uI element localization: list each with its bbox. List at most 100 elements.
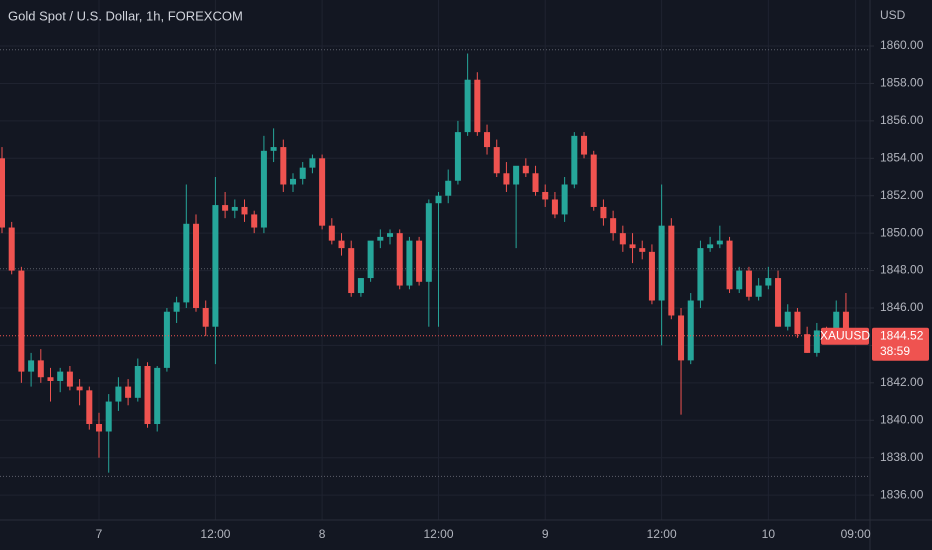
candle-body [115,386,122,402]
candle-body [66,371,73,387]
candle-body [348,248,355,294]
candle-body [309,158,316,168]
candle-body [134,366,141,398]
candle-body [290,178,297,185]
candle-body [163,311,170,368]
candle-body [668,225,675,316]
candle-body [755,285,762,297]
candle-body [0,158,6,228]
candle-body [842,311,849,336]
candle-body [639,248,646,252]
candle-body [833,311,840,335]
x-tick-label: 09:00 [841,527,871,541]
y-tick-label: 1854.00 [880,150,924,164]
candle-body [687,300,694,361]
x-tick-label: 8 [319,527,326,541]
candle-body [76,386,83,391]
candle-body [377,236,384,241]
candle-body [270,147,277,151]
candle-body [338,240,345,249]
candle-body [726,240,733,290]
candle-body [804,334,811,353]
candle-body [406,240,413,286]
candle-body [387,233,394,237]
candle-body [280,147,287,185]
candle-body [435,195,442,204]
y-tick-label: 1852.00 [880,188,924,202]
candle-body [183,223,190,303]
x-tick-label: 12:00 [647,527,677,541]
candle-body [542,191,549,200]
candles [0,53,849,473]
price-label: 1844.52 [880,328,924,342]
candle-body [454,132,461,181]
candle-body [551,199,558,215]
candle-body [794,311,801,335]
candle-body [532,173,539,192]
candle-body [658,225,665,301]
countdown-label: 38:59 [880,344,910,358]
candle-body [522,165,529,174]
candle-body [18,270,25,372]
candle-body [716,240,723,245]
candle-body [765,278,772,286]
candle-body [493,147,500,174]
candle-body [319,158,326,226]
candle-body [571,135,578,185]
candle-body [125,386,132,398]
candle-body [629,244,636,249]
candle-body [707,244,714,249]
overlay: 1836.001838.001840.001842.001844.001846.… [0,38,929,541]
candle-body [590,154,597,207]
candle-body [202,307,209,327]
candle-body [474,79,481,133]
candle-body [484,132,491,148]
candle-body [561,184,568,215]
chart-title: Gold Spot / U.S. Dollar, 1h, FOREXCOM [8,8,243,23]
candle-body [86,390,93,425]
symbol-tag [821,327,869,345]
y-tick-label: 1856.00 [880,113,924,127]
candle-body [697,248,704,301]
candle-body [357,278,364,294]
candle-body [144,366,151,425]
candle-body [241,206,248,215]
x-tick-label: 12:00 [424,527,454,541]
y-tick-label: 1850.00 [880,225,924,239]
candle-body [105,401,112,432]
y-tick-label: 1840.00 [880,412,924,426]
candle-body [425,203,432,282]
x-tick-label: 9 [542,527,549,541]
candle-body [28,360,35,372]
candle-body [328,225,335,241]
y-tick-label: 1838.00 [880,450,924,464]
x-tick-label: 7 [96,527,103,541]
candle-body [251,214,258,228]
y-tick-label: 1836.00 [880,487,924,501]
candle-body [173,302,180,312]
candle-body [396,233,403,286]
candle-body [231,206,238,211]
candle-body [600,206,607,219]
candle-body [678,315,685,361]
candle-body [775,278,782,327]
candle-body [212,205,219,327]
candle-body [222,205,229,211]
candle-body [464,79,471,133]
candle-body [745,270,752,297]
symbol-label: XAUUSD [820,328,870,342]
candle-body [299,167,306,179]
currency-label: USD [880,8,906,22]
candle-body [57,371,64,381]
candle-body [503,173,510,185]
candle-body [193,223,200,308]
candle-body [37,360,44,378]
y-tick-label: 1842.00 [880,375,924,389]
candle-body [445,180,452,196]
x-tick-label: 12:00 [200,527,230,541]
candle-body [513,165,520,185]
candle-body [8,227,15,271]
price-tag [872,327,929,361]
y-tick-label: 1846.00 [880,300,924,314]
